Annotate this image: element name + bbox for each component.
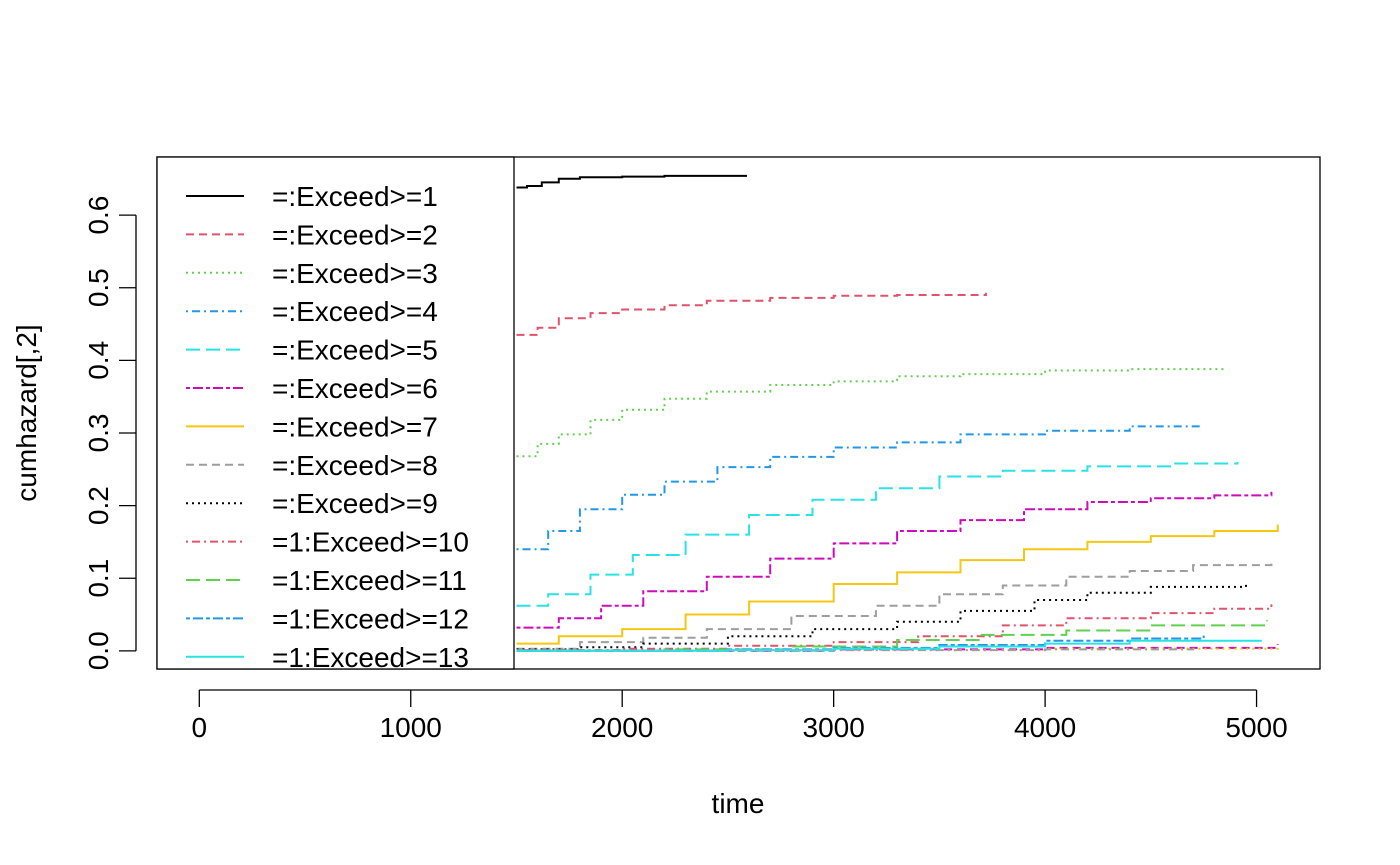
x-tick-label: 2000	[591, 712, 653, 743]
legend: =:Exceed>=1 =:Exceed>=2 =:Exceed>=3 =:Excee…	[156, 156, 515, 673]
y-tick-label: 0.5	[83, 268, 114, 307]
legend-label: =:Exceed>=7	[272, 411, 438, 442]
series-line-6	[516, 491, 1273, 629]
series-line-5	[516, 462, 1239, 607]
series-line-1	[516, 174, 747, 189]
x-axis-label: time	[712, 788, 765, 819]
series-line-10	[516, 604, 1273, 652]
legend-label: =:Exceed>=4	[272, 296, 438, 327]
y-axis: 0.0 0.1 0.2 0.3 0.4 0.5 0.6	[83, 196, 137, 670]
y-tick-label: 0.6	[83, 196, 114, 235]
series-line-4	[516, 425, 1203, 551]
x-axis: 0 1000 2000 3000 4000 5000	[192, 689, 1288, 743]
x-tick-label: 3000	[803, 712, 865, 743]
x-tick-label: 4000	[1014, 712, 1076, 743]
legend-label: =:Exceed>=8	[272, 450, 438, 481]
series-line-9	[516, 584, 1247, 651]
legend-label: =:Exceed>=6	[272, 373, 438, 404]
legend-label: =1:Exceed>=13	[272, 642, 469, 673]
series-line-13	[516, 639, 1262, 652]
series-lines	[516, 174, 1279, 652]
series-line-2	[516, 292, 987, 336]
legend-label: =:Exceed>=2	[272, 219, 438, 250]
y-tick-label: 0.0	[83, 631, 114, 670]
y-tick-label: 0.2	[83, 486, 114, 525]
y-tick-label: 0.4	[83, 341, 114, 380]
legend-label: =:Exceed>=9	[272, 488, 438, 519]
legend-label: =:Exceed>=3	[272, 258, 438, 289]
x-tick-label: 5000	[1225, 712, 1287, 743]
legend-box	[156, 156, 515, 670]
legend-label: =:Exceed>=5	[272, 335, 438, 366]
x-tick-label: 0	[192, 712, 208, 743]
series-line-8	[516, 559, 1273, 650]
series-line-11	[516, 620, 1269, 652]
y-tick-label: 0.3	[83, 414, 114, 453]
series-line-7	[516, 524, 1279, 645]
series-line-3	[516, 368, 1227, 458]
legend-label: =1:Exceed>=12	[272, 603, 469, 634]
legend-label: =1:Exceed>=10	[272, 527, 469, 558]
y-tick-label: 0.1	[83, 559, 114, 598]
x-tick-label: 1000	[380, 712, 442, 743]
legend-label: =1:Exceed>=11	[272, 565, 467, 596]
legend-label: =:Exceed>=1	[272, 181, 438, 212]
y-axis-label: cumhazard[,2]	[11, 324, 42, 501]
